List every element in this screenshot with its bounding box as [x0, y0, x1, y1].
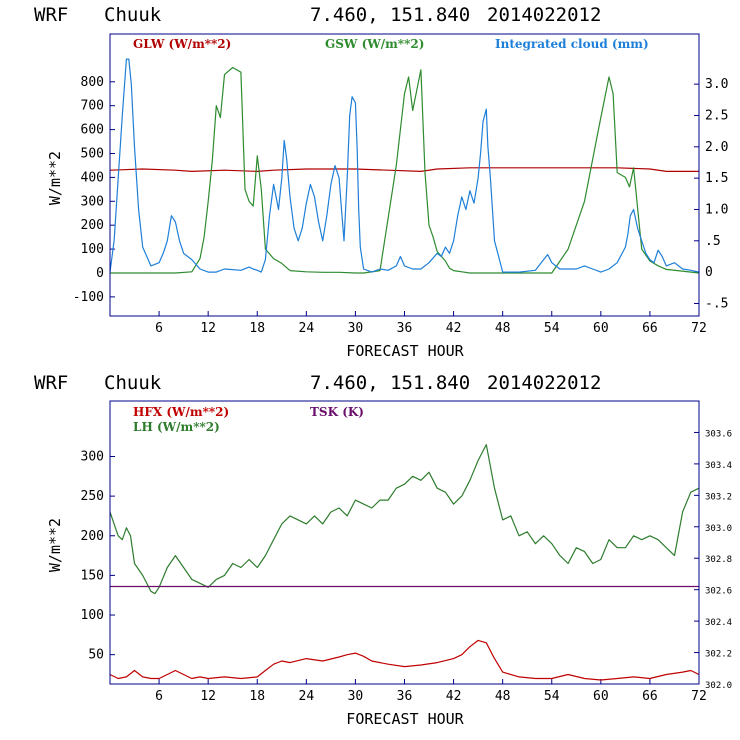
bottom-y2tick-label: 303.4 [705, 461, 732, 471]
top-y2tick-label: 1.5 [705, 171, 728, 186]
top-xtick-label: 24 [299, 321, 315, 336]
bottom-chart: WRF Chuuk 7.460, 151.840 2014022012 HFX … [34, 372, 732, 728]
top-y2tick-label: 2.5 [705, 108, 728, 123]
bottom-plot-frame [109, 400, 700, 685]
bottom-xtick-label: 24 [299, 689, 315, 704]
bottom-xtick-label: 60 [593, 689, 609, 704]
top-ytick-label: 800 [81, 75, 104, 90]
bottom-ytick-label: 100 [81, 608, 104, 623]
top-ytick-label: 300 [81, 194, 104, 209]
top-xtick-label: 30 [348, 321, 364, 336]
bottom-legend-tsk: TSK (K) [310, 405, 364, 419]
top-chart: WRF Chuuk 7.460, 151.840 2014022012 GLW … [34, 4, 728, 360]
top-series-cloud-line [109, 58, 700, 273]
top-ytick-label: 200 [81, 218, 104, 233]
top-header-coords: 7.460, 151.840 [310, 4, 470, 26]
top-series-glw-line [109, 167, 699, 172]
top-header-datetime: 2014022012 [487, 4, 601, 26]
bottom-y2tick-label: 303.0 [705, 524, 732, 534]
bottom-legend-lh: LH (W/m**2) [133, 420, 220, 434]
bottom-ylabel: W/m**2 [46, 518, 64, 572]
top-xtick-label: 36 [397, 321, 413, 336]
bottom-xtick-label: 12 [200, 689, 216, 704]
top-y2tick-label: 3.0 [705, 77, 728, 92]
bottom-header-datetime: 2014022012 [487, 372, 601, 394]
bottom-series-lh-line [109, 444, 700, 595]
top-y2tick-label: .5 [705, 234, 721, 249]
top-ytick-label: 100 [81, 242, 104, 257]
bottom-xtick-label: 48 [495, 689, 511, 704]
top-xlabel: FORECAST HOUR [346, 342, 464, 360]
bottom-y2tick-label: 303.2 [705, 492, 732, 502]
top-xtick-label: 6 [155, 321, 163, 336]
top-xtick-label: 54 [544, 321, 560, 336]
bottom-xtick-label: 72 [691, 689, 707, 704]
bottom-y2tick-label: 303.6 [705, 429, 732, 439]
bottom-y2tick-label: 302.0 [705, 681, 732, 691]
top-xtick-label: 42 [446, 321, 462, 336]
bottom-header-model: WRF [34, 372, 68, 394]
bottom-legend-hfx: HFX (W/m**2) [133, 405, 229, 419]
top-ytick-label: -100 [73, 290, 104, 305]
bottom-ytick-label: 200 [81, 529, 104, 544]
top-y2tick-label: 2.0 [705, 140, 728, 155]
top-xtick-label: 18 [249, 321, 265, 336]
bottom-y2tick-label: 302.8 [705, 555, 732, 565]
top-legend-glw: GLW (W/m**2) [133, 37, 231, 51]
bottom-y2tick-label: 302.4 [705, 618, 732, 628]
bottom-header-station: Chuuk [104, 372, 162, 394]
top-ytick-label: 700 [81, 99, 104, 114]
bottom-xtick-label: 6 [155, 689, 163, 704]
bottom-xtick-label: 18 [249, 689, 265, 704]
top-ytick-label: 400 [81, 170, 104, 185]
top-series-gsw-line [110, 66, 700, 274]
top-ylabel: W/m**2 [46, 151, 64, 205]
bottom-y2tick-label: 302.2 [705, 650, 732, 660]
bottom-y2tick-label: 302.6 [705, 587, 732, 597]
bottom-xtick-label: 36 [397, 689, 413, 704]
top-xtick-label: 12 [200, 321, 216, 336]
top-ytick-label: 500 [81, 146, 104, 161]
top-xtick-label: 72 [691, 321, 707, 336]
bottom-header-coords: 7.460, 151.840 [310, 372, 470, 394]
top-xtick-label: 60 [593, 321, 609, 336]
bottom-ytick-label: 250 [81, 489, 104, 504]
top-plot-area: 6 12 18 24 30 36 42 48 54 60 66 72 -100 0 100 200 300 400… [73, 58, 728, 336]
bottom-xtick-label: 54 [544, 689, 560, 704]
top-legend-gsw: GSW (W/m**2) [325, 37, 424, 51]
top-header-station: Chuuk [104, 4, 162, 26]
bottom-ytick-label: 300 [81, 449, 104, 464]
bottom-plot-area: 6 12 18 24 30 36 42 48 54 60 66 72 50 100 150 200 250 300… [81, 429, 733, 704]
bottom-ytick-label: 150 [81, 568, 104, 583]
top-xtick-label: 48 [495, 321, 511, 336]
top-header-model: WRF [34, 4, 68, 26]
bottom-xlabel: FORECAST HOUR [346, 710, 464, 728]
top-y2tick-label: 1.0 [705, 202, 728, 217]
top-y2tick-label: -.5 [705, 296, 728, 311]
top-y2tick-label: 0 [705, 265, 713, 280]
top-ytick-label: 600 [81, 123, 104, 138]
top-xtick-label: 66 [642, 321, 658, 336]
bottom-ytick-label: 50 [88, 648, 104, 663]
bottom-xtick-label: 66 [642, 689, 658, 704]
top-plot-frame [109, 33, 700, 317]
bottom-xtick-label: 30 [348, 689, 364, 704]
top-ytick-label: 0 [96, 266, 104, 281]
bottom-xtick-label: 42 [446, 689, 462, 704]
bottom-series-hfx-line [109, 639, 700, 681]
top-legend-cloud: Integrated cloud (mm) [495, 37, 649, 51]
